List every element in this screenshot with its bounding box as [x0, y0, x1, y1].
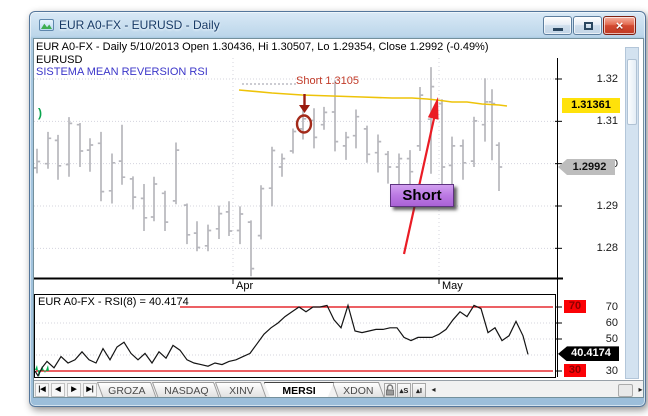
bottom-tab-bar: |◀ ◀ ▶ ▶| GROZA NASDAQ XINV MERSI XDON ▴S ▴I ◂ ▸: [34, 380, 643, 398]
chart-window-icon: [39, 19, 54, 31]
vertical-scrollbar-thumb[interactable]: [627, 59, 637, 125]
minimize-button[interactable]: [543, 16, 572, 35]
tabnav-first-button[interactable]: |◀: [35, 383, 49, 397]
tab-label: GROZA: [108, 385, 146, 397]
rsi-line: [35, 303, 529, 377]
rsi-axis-label: 60: [605, 317, 618, 329]
tab-label: XDON: [343, 385, 374, 397]
lock-icon[interactable]: [384, 383, 396, 397]
short-down-arrowhead: [299, 105, 310, 113]
yellow-price-tag: 1.31361: [562, 98, 620, 114]
open-position-marker: ): [38, 106, 42, 120]
insert-system-button[interactable]: ▴S: [397, 383, 411, 397]
rsi-band-badge: 30: [564, 364, 586, 377]
close-button[interactable]: ×: [603, 16, 636, 35]
system-label: SISTEMA MEAN REVERSION RSI: [36, 66, 208, 78]
tabnav-last-button[interactable]: ▶|: [83, 383, 97, 397]
rsi-current-value-tag: 40.4174: [558, 346, 619, 362]
price-axis-label: 1.28: [596, 242, 618, 255]
short-pointer-arrowhead: [427, 97, 439, 120]
hscroll-left-arrow[interactable]: ◂: [428, 384, 439, 397]
tab-label: MERSI: [282, 385, 316, 397]
rsi-panel-border: [34, 294, 556, 378]
tab-xdon[interactable]: XDON: [331, 382, 386, 397]
short-signal-text: Short 1.3105: [296, 75, 359, 87]
x-axis-month-label: Apr: [236, 280, 254, 292]
tabnav-prev-button[interactable]: ◀: [51, 383, 65, 397]
insert-indicator-button[interactable]: ▴I: [412, 383, 426, 397]
ohlc-bars: [34, 67, 503, 277]
price-axis-label: 1.32: [596, 73, 618, 85]
close-icon: ×: [615, 18, 624, 33]
entry-circle-marker: [295, 114, 313, 134]
short-annotation-box[interactable]: Short: [390, 184, 454, 207]
minimize-icon: [553, 28, 563, 31]
tab-mersi[interactable]: MERSI: [264, 382, 334, 398]
tabnav-next-button[interactable]: ▶: [67, 383, 81, 397]
window-title: EUR A0-FX - EURUSD - Daily: [59, 18, 220, 32]
symbol-label: EURUSD: [36, 54, 83, 66]
tab-label: NASDAQ: [164, 385, 209, 397]
rsi-axis-label: 70: [605, 301, 618, 313]
horizontal-scrollbar-thumb[interactable]: [618, 384, 633, 397]
gray-price-tag: 1.2992: [558, 159, 615, 176]
chart-client-area: EUR A0-FX - Daily 5/10/2013 Open 1.30436…: [33, 38, 644, 398]
rsi-panel-title: EUR A0-FX - RSI(8) = 40.4174: [38, 296, 189, 308]
rsi-band-badge: 70: [564, 300, 586, 313]
hscroll-right-arrow[interactable]: ▸: [635, 384, 643, 397]
maximize-icon: [584, 22, 593, 30]
tab-xinv[interactable]: XINV: [214, 382, 268, 397]
tab-label: XINV: [228, 385, 254, 397]
x-axis-month-label: May: [442, 280, 463, 292]
tab-groza[interactable]: GROZA: [96, 382, 158, 397]
price-axis-label: 1.29: [596, 199, 618, 212]
tab-nasdaq[interactable]: NASDAQ: [151, 382, 221, 397]
chart-window: EUR A0-FX - EURUSD - Daily × EUR A0-FX -…: [29, 11, 646, 407]
mean-trend-line: [238, 89, 508, 107]
quote-header: EUR A0-FX - Daily 5/10/2013 Open 1.30436…: [36, 41, 489, 53]
price-axis-label: 1.31: [596, 115, 618, 128]
vertical-scrollbar[interactable]: [625, 47, 639, 379]
rsi-axis-label: 50: [605, 333, 618, 345]
title-bar[interactable]: EUR A0-FX - EURUSD - Daily ×: [30, 12, 645, 38]
price-and-rsi-chart[interactable]: [34, 39, 644, 398]
rsi-axis-label: 30: [605, 365, 618, 377]
maximize-button[interactable]: [573, 16, 602, 35]
